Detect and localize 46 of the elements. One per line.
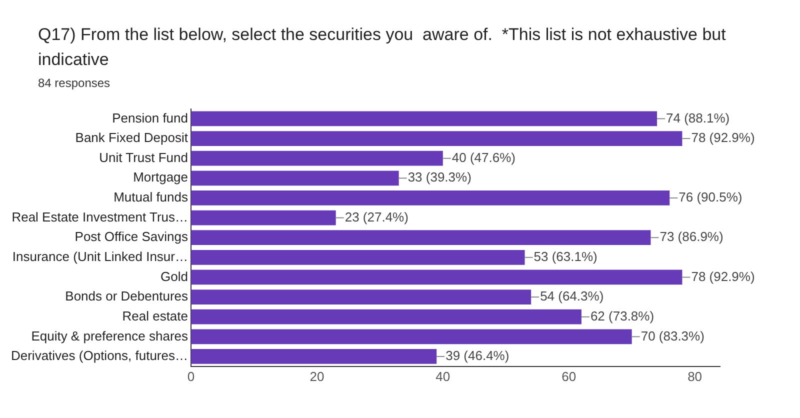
x-tick-label: 80 xyxy=(688,368,702,384)
x-tick-label: 20 xyxy=(310,368,324,384)
data-label: 74 (88.1%) xyxy=(666,110,730,126)
data-label: 39 (46.4%) xyxy=(446,348,510,364)
data-label: 62 (73.8%) xyxy=(590,308,654,324)
chart-title: Q17) From the list below, select the securities you aware of. *This list is not exhaustive but indicative xyxy=(37,24,727,71)
data-label: 76 (90.5%) xyxy=(678,190,742,205)
y-tick-label: Gold xyxy=(160,268,188,284)
y-tick-label: Unit Trust Fund xyxy=(99,150,188,165)
y-tick-label: Real Estate Investment Trus… xyxy=(12,209,188,224)
bar xyxy=(191,111,658,126)
x-tick-label: 0 xyxy=(187,368,195,384)
data-label: 53 (63.1%) xyxy=(534,248,598,264)
y-tick-label: Mutual funds xyxy=(114,190,188,205)
bar xyxy=(191,150,443,166)
y-tick-label: Mortgage xyxy=(133,170,188,185)
bar xyxy=(191,270,682,285)
y-tick-label: Real estate xyxy=(122,308,188,324)
bar xyxy=(191,329,632,344)
bar xyxy=(191,170,399,186)
y-tick-label: Derivatives (Options, futures… xyxy=(10,348,188,364)
x-tick-label: 60 xyxy=(562,368,576,384)
bar xyxy=(191,250,525,265)
bar xyxy=(191,131,682,146)
x-tick-label: 40 xyxy=(436,368,450,384)
data-label: 73 (86.9%) xyxy=(660,229,724,244)
data-label: 23 (27.4%) xyxy=(344,209,408,224)
bar xyxy=(191,309,582,324)
y-tick-label: Pension fund xyxy=(112,110,188,126)
data-label: 78 (92.9%) xyxy=(691,130,755,146)
data-label: 33 (39.3%) xyxy=(408,170,472,185)
y-tick-label: Post Office Savings xyxy=(74,229,188,244)
text: 84 responses xyxy=(37,75,112,92)
bar xyxy=(191,210,336,226)
y-tick-label: Bonds or Debentures xyxy=(65,288,188,304)
y-tick-label: Bank Fixed Deposit xyxy=(75,130,188,146)
y-tick-label: Equity & preference shares xyxy=(31,328,188,344)
bar xyxy=(191,290,532,304)
data-label: 78 (92.9%) xyxy=(691,268,755,284)
y-tick-label: Insurance (Unit Linked Insur… xyxy=(12,248,188,264)
data-label: 40 (47.6%) xyxy=(452,150,516,165)
bar xyxy=(191,190,670,206)
data-label: 54 (64.3%) xyxy=(540,288,604,304)
bar xyxy=(191,230,651,246)
bar xyxy=(191,349,437,364)
data-label: 70 (83.3%) xyxy=(640,328,704,344)
